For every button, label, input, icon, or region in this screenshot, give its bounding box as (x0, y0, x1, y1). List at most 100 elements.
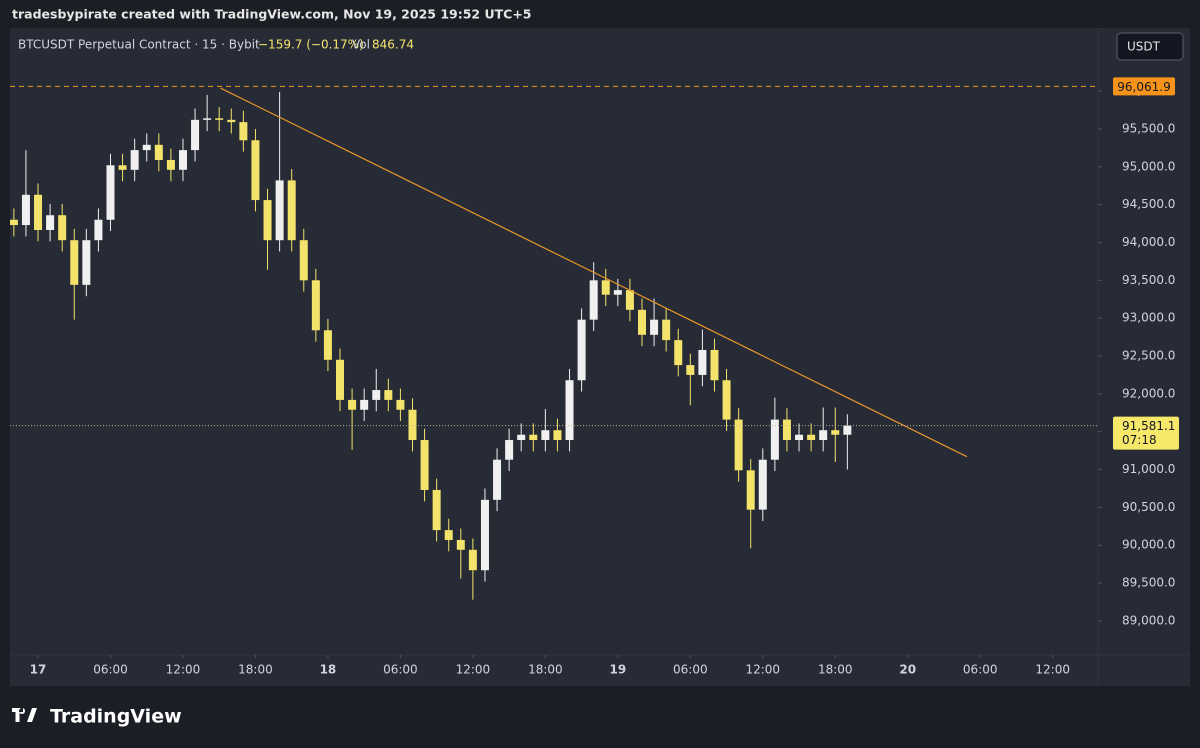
y-tick-label: 89,000.0 (1122, 613, 1175, 627)
symbol: BTCUSDT Perpetual Contract · 15 · Bybit (18, 38, 260, 52)
candle-body (493, 459, 502, 500)
y-tick-label: 91,000.0 (1122, 462, 1175, 476)
candle-body (650, 319, 659, 335)
candle-body (94, 219, 103, 241)
candle-body (142, 144, 151, 151)
candle-body (625, 290, 634, 310)
candle-body (396, 399, 405, 410)
candle-body (46, 215, 55, 230)
candle-body (843, 425, 852, 435)
x-tick-label: 12:00 (745, 663, 780, 677)
candle-body (251, 140, 260, 201)
candle-body (698, 349, 707, 375)
candle-body (831, 430, 840, 435)
x-tick-label: 06:00 (93, 663, 128, 677)
candle-body (710, 349, 719, 381)
candle-body (166, 159, 175, 170)
candle-body (662, 319, 671, 341)
credit: tradesbypirate created with TradingView.… (12, 7, 532, 22)
x-tick-label: 12:00 (166, 663, 201, 677)
x-tick-label: 06:00 (383, 663, 418, 677)
candle-body (782, 419, 791, 441)
candle-body (746, 470, 755, 510)
candle-body (807, 434, 816, 441)
candle-body (577, 319, 586, 381)
price-label: 91,581.1 (1122, 419, 1175, 433)
candle-body (263, 200, 272, 241)
candle-body (384, 390, 393, 400)
candle-body (529, 434, 538, 441)
candle-body (480, 499, 489, 571)
candle-body (420, 440, 429, 490)
y-tick-label: 95,000.0 (1122, 159, 1175, 173)
x-tick-label: 12:00 (456, 663, 491, 677)
candle-body (444, 530, 453, 540)
high-label: 96,061.9 (1117, 80, 1170, 94)
y-tick-label: 93,000.0 (1122, 311, 1175, 325)
x-tick-label: 17 (30, 663, 47, 677)
x-tick-label: 18:00 (528, 663, 563, 677)
candle-body (505, 440, 514, 460)
candle-body (601, 280, 610, 295)
candle-body (517, 434, 526, 441)
y-tick-label: 90,000.0 (1122, 538, 1175, 552)
y-tick-label: 95,500.0 (1122, 121, 1175, 135)
candle-body (360, 399, 369, 410)
y-tick-label: 89,500.0 (1122, 576, 1175, 590)
candle-body (770, 419, 779, 460)
candle-body (10, 219, 18, 226)
candle-body (154, 144, 163, 160)
chart-panel (10, 28, 1190, 686)
y-tick-label: 94,500.0 (1122, 197, 1175, 211)
candle-body (637, 309, 646, 335)
candle-body (203, 118, 212, 120)
candle-body (106, 165, 115, 220)
candle-body (456, 539, 465, 550)
x-tick-label: 06:00 (963, 663, 998, 677)
high-label-box (1113, 77, 1175, 96)
candle-body (70, 240, 79, 285)
candle-body (336, 359, 345, 400)
candle-body (178, 150, 187, 170)
x-tick-label: 06:00 (673, 663, 708, 677)
y-tick-label: 92,500.0 (1122, 349, 1175, 363)
x-tick-label: 19 (609, 663, 626, 677)
volume: 846.74 (372, 38, 414, 52)
candle-body (432, 489, 441, 531)
candle-body (287, 180, 296, 241)
volume-label: Vol (352, 38, 370, 52)
candle-body (372, 390, 381, 400)
candle-body (118, 165, 127, 170)
candle-body (589, 280, 598, 320)
candle-body (734, 419, 743, 471)
y-tick-label: 90,500.0 (1122, 500, 1175, 514)
candle-body (275, 180, 284, 241)
x-tick-label: 18 (320, 663, 337, 677)
candle-body (311, 280, 320, 331)
candle-body (191, 119, 200, 151)
candle-body (722, 380, 731, 420)
candle-body (408, 409, 417, 441)
candle-body (468, 549, 477, 571)
currency-button[interactable] (1116, 32, 1184, 61)
candle-body (795, 434, 804, 441)
price-label-box (1113, 416, 1179, 450)
x-tick-label: 20 (899, 663, 916, 677)
candle-body (565, 380, 574, 441)
logo: TradingView (12, 706, 182, 728)
y-tick-label: 92,000.0 (1122, 386, 1175, 400)
candle-body (674, 340, 683, 366)
candle-body (227, 119, 236, 123)
candle-body (819, 430, 828, 441)
currency[interactable]: USDT (1127, 40, 1161, 54)
candle-body (323, 330, 332, 360)
candle-body (58, 215, 67, 241)
x-tick-label: 18:00 (238, 663, 273, 677)
candle-body (613, 290, 622, 295)
x-tick-label: 18:00 (818, 663, 853, 677)
candle-body (348, 399, 357, 410)
candle-body (541, 430, 550, 441)
y-tick-label: 93,500.0 (1122, 273, 1175, 287)
